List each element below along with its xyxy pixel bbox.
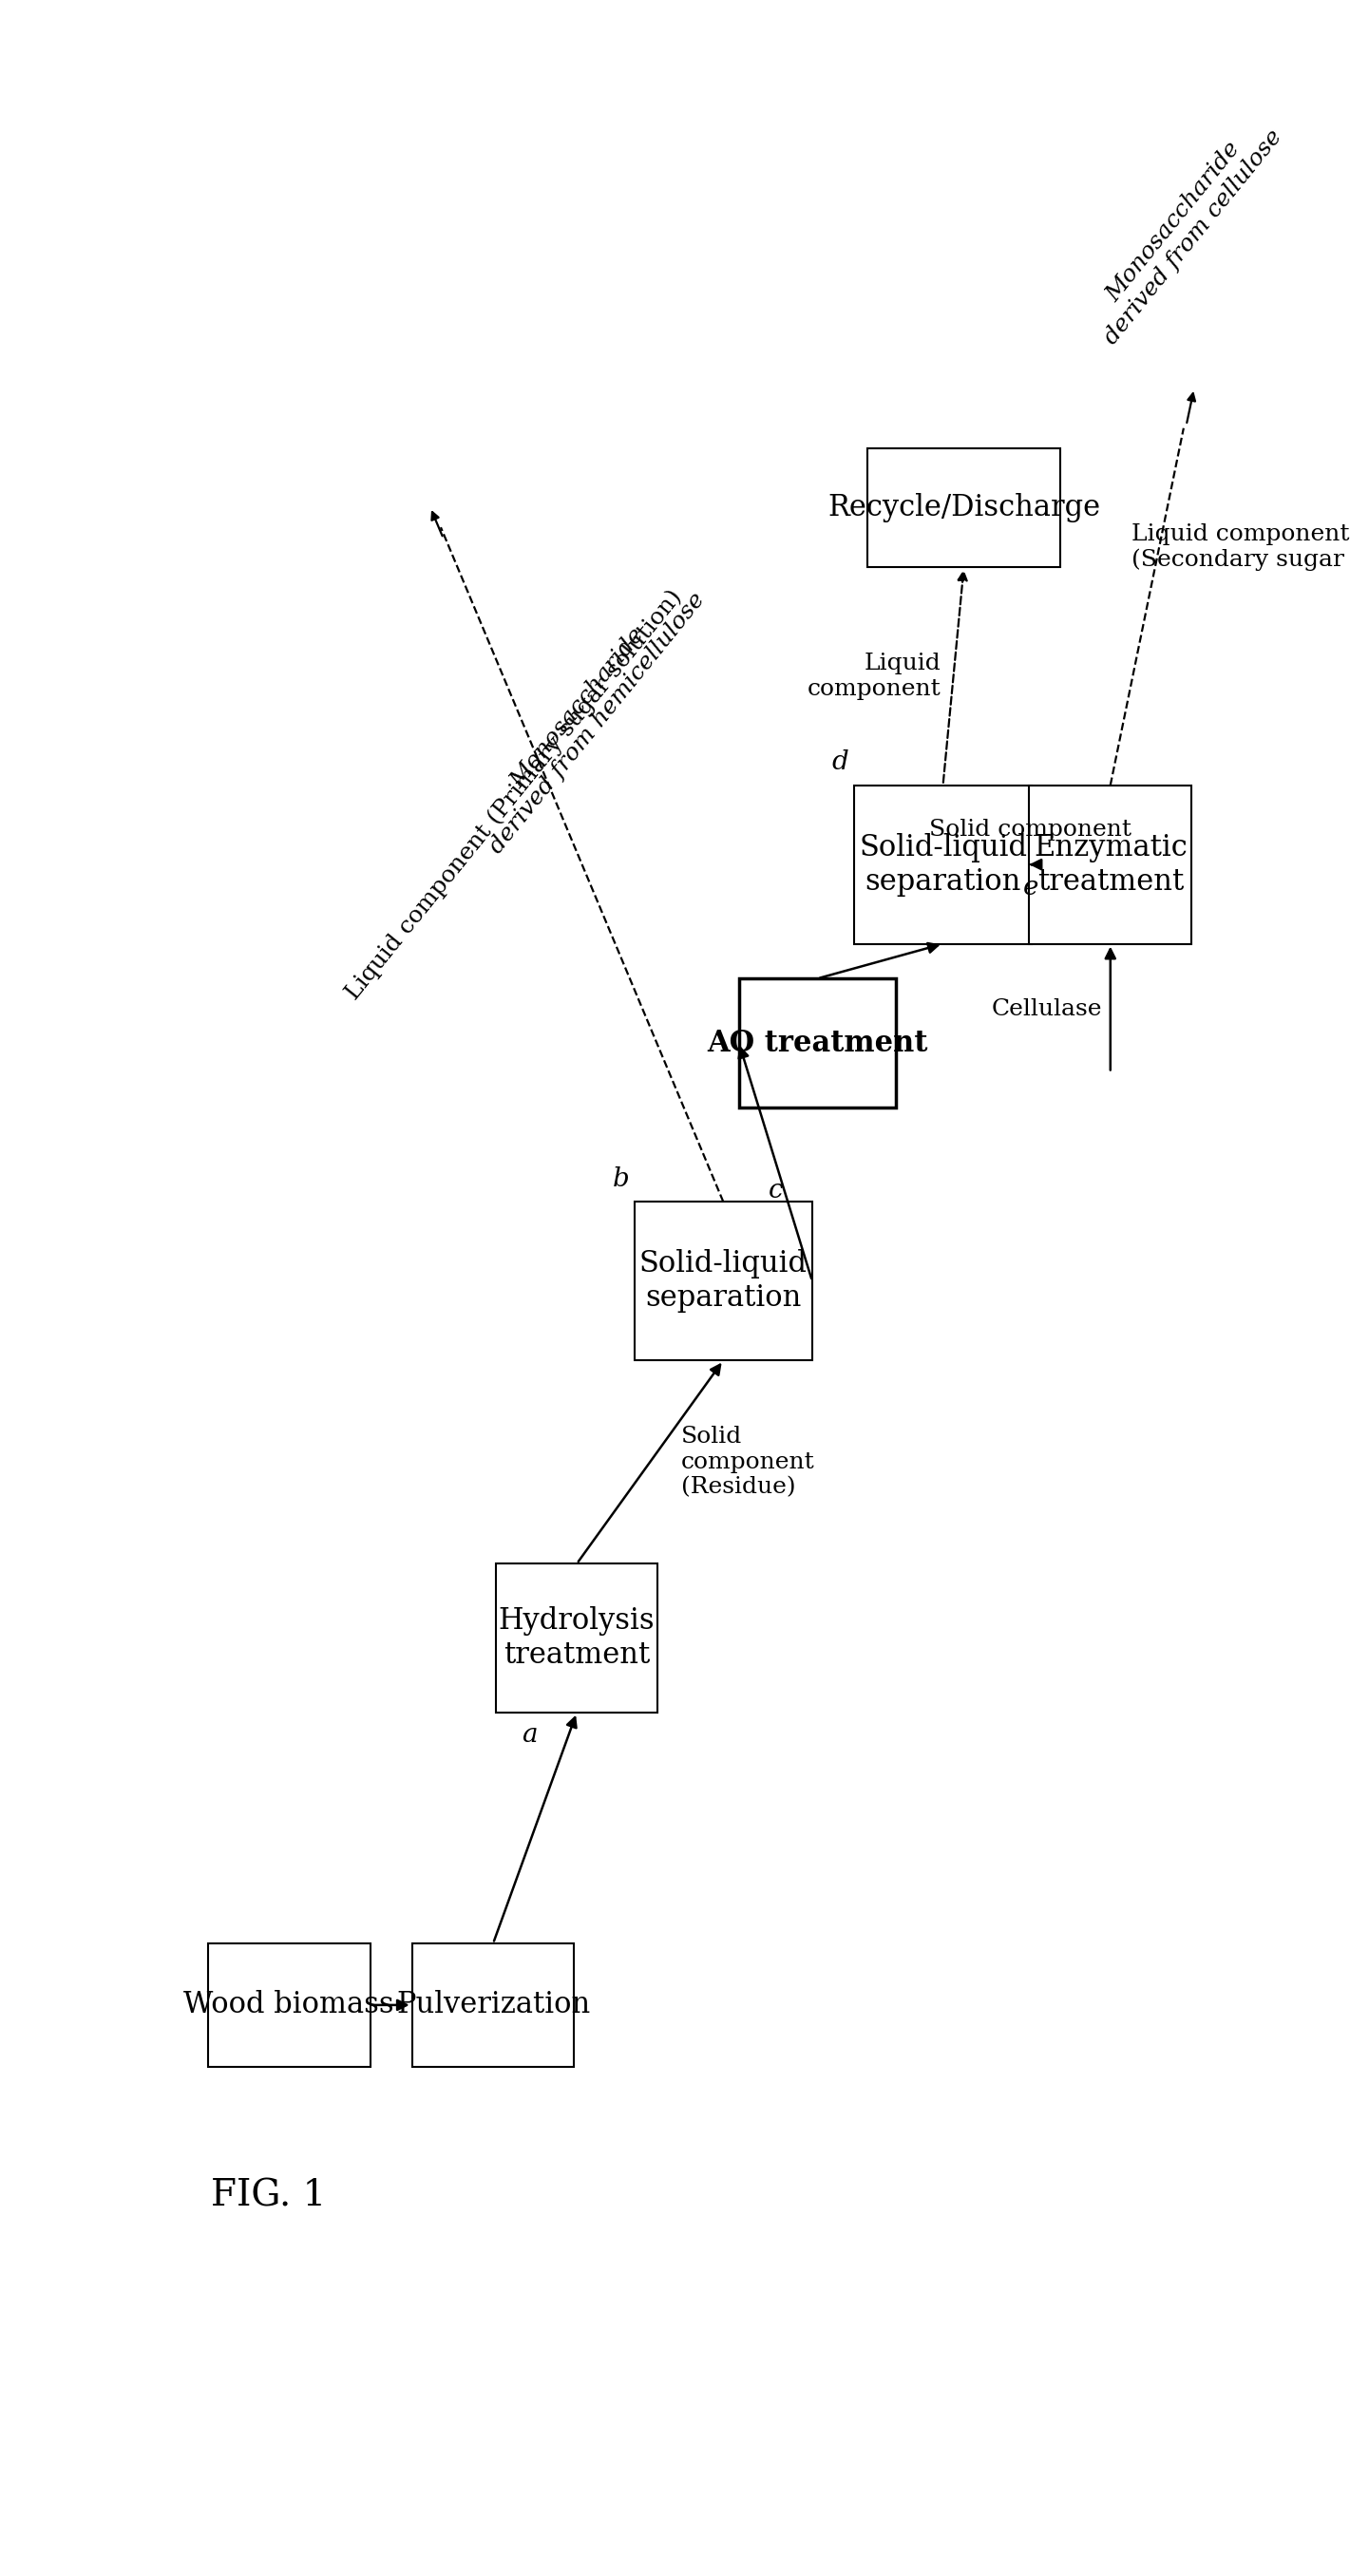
Text: Monosaccharide
derived from cellulose: Monosaccharide derived from cellulose <box>1080 111 1287 348</box>
Text: Solid-liquid
separation: Solid-liquid separation <box>859 832 1027 896</box>
Text: e: e <box>1023 873 1038 899</box>
Bar <box>855 786 1031 943</box>
Text: Solid-liquid
separation: Solid-liquid separation <box>639 1249 807 1314</box>
Text: AO treatment: AO treatment <box>707 1028 927 1059</box>
Text: Wood biomass: Wood biomass <box>184 1991 394 2020</box>
Text: b: b <box>613 1167 629 1193</box>
Bar <box>208 1942 370 2066</box>
Text: Hydrolysis
treatment: Hydrolysis treatment <box>498 1607 655 1669</box>
Bar <box>412 1942 574 2066</box>
Text: Liquid
component: Liquid component <box>807 652 941 701</box>
Text: Solid
component
(Residue): Solid component (Residue) <box>682 1427 815 1499</box>
Text: Pulverization: Pulverization <box>396 1991 590 2020</box>
Text: FIG. 1: FIG. 1 <box>211 2179 325 2213</box>
Text: c: c <box>768 1177 783 1203</box>
Text: Recycle/Discharge: Recycle/Discharge <box>828 492 1100 523</box>
Text: Liquid component
(Secondary sugar solution): Liquid component (Secondary sugar soluti… <box>1131 523 1350 572</box>
Text: Monosaccharide
derived from hemicellulose: Monosaccharide derived from hemicellulos… <box>466 574 709 858</box>
Bar <box>495 1564 657 1713</box>
Text: Liquid component (Primary sugar solution): Liquid component (Primary sugar solution… <box>342 585 686 1005</box>
Text: Solid component: Solid component <box>929 819 1131 840</box>
Text: a: a <box>522 1723 537 1749</box>
Text: Cellulase: Cellulase <box>991 999 1102 1020</box>
Text: d: d <box>832 750 849 775</box>
Bar <box>634 1200 813 1360</box>
Text: Enzymatic
treatment: Enzymatic treatment <box>1034 832 1187 896</box>
Bar <box>1029 786 1192 943</box>
Bar <box>867 448 1061 567</box>
Bar <box>738 979 896 1108</box>
